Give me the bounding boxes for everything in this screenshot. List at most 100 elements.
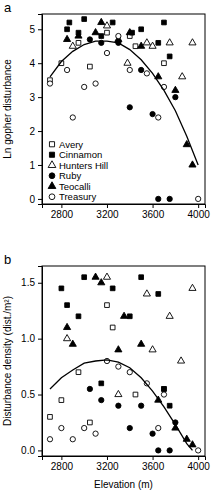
- x-tick: 4000: [188, 204, 211, 220]
- point: [69, 42, 76, 48]
- point: [189, 161, 196, 167]
- point: [167, 403, 172, 408]
- point: [127, 425, 132, 430]
- point: [47, 437, 52, 442]
- point: [149, 42, 156, 48]
- x-tick-label: 2800: [51, 209, 74, 220]
- point: [150, 431, 155, 436]
- figure: 2800320036004000012345aLn gopher disturb…: [0, 0, 211, 500]
- y-tick-label: 0.5: [21, 389, 35, 400]
- point: [70, 115, 75, 120]
- point: [139, 403, 144, 408]
- point: [110, 20, 115, 25]
- y-tick-label: 0: [29, 194, 35, 205]
- point: [59, 425, 64, 430]
- point: [138, 42, 145, 48]
- y-tick-mark: [38, 450, 42, 451]
- plot-area: [47, 17, 200, 202]
- point: [121, 312, 128, 318]
- point: [196, 196, 201, 201]
- x-tick-label: 3200: [96, 209, 119, 220]
- y-axis-title: Ln gopher disturbance: [2, 59, 13, 159]
- y-tick: 1: [29, 160, 42, 171]
- y-axis: 0.0 0.5 1.0 1.5: [21, 267, 42, 457]
- point: [64, 335, 71, 341]
- point: [104, 358, 109, 363]
- point: [116, 403, 121, 408]
- point: [189, 441, 196, 447]
- x-axis-line: [43, 457, 206, 461]
- y-tick-mark: [38, 131, 42, 132]
- x-tick-mark: [61, 204, 62, 208]
- legend-symbol: [48, 182, 56, 189]
- fit-line: [50, 360, 192, 451]
- point: [67, 20, 72, 25]
- point: [65, 303, 70, 308]
- point: [110, 286, 115, 291]
- point: [87, 37, 92, 42]
- y-tick-mark: [38, 199, 42, 200]
- point: [105, 303, 110, 308]
- point: [98, 279, 105, 285]
- point: [127, 314, 132, 319]
- point: [70, 437, 75, 442]
- point: [115, 346, 122, 352]
- point: [124, 59, 131, 65]
- point: [115, 390, 122, 396]
- x-tick: 3600: [142, 456, 165, 472]
- point: [47, 81, 52, 86]
- point: [116, 33, 121, 38]
- point: [162, 387, 167, 392]
- point: [162, 387, 167, 392]
- point: [189, 284, 196, 290]
- y-tick-label: 3: [29, 92, 35, 103]
- x-axis-line: [43, 205, 206, 209]
- point: [82, 17, 87, 22]
- point: [99, 34, 104, 39]
- point: [103, 273, 110, 279]
- point: [110, 325, 115, 330]
- point: [179, 73, 186, 79]
- point: [105, 30, 110, 35]
- point: [162, 20, 167, 25]
- legend-label: Cinnamon: [59, 149, 102, 160]
- point: [161, 392, 166, 397]
- point: [156, 40, 161, 45]
- y-tick-label: 2: [29, 126, 35, 137]
- legend-symbol: [49, 173, 55, 179]
- point: [156, 448, 161, 453]
- point: [172, 86, 179, 92]
- point: [76, 314, 81, 319]
- legend-symbol: [49, 194, 55, 200]
- panel: 28003200360040000.00.51.01.5bDisturbance…: [2, 252, 210, 490]
- y-tick: 3: [29, 92, 42, 103]
- y-tick: 1.5: [21, 277, 42, 288]
- point: [65, 27, 70, 32]
- point: [76, 40, 81, 45]
- y-tick: 1.0: [21, 333, 42, 344]
- y-tick: 5: [29, 24, 42, 35]
- legend-label: Teocalli: [59, 181, 91, 192]
- point: [149, 346, 156, 352]
- point: [82, 275, 87, 280]
- point: [156, 425, 161, 430]
- point: [88, 420, 93, 425]
- y-tick: 0: [29, 194, 42, 205]
- point: [167, 448, 172, 453]
- point: [156, 196, 161, 201]
- x-tick: 2800: [51, 204, 74, 220]
- x-tick-mark: [198, 456, 199, 460]
- y-tick: 0.0: [21, 445, 42, 456]
- legend-label: Ruby: [59, 170, 81, 181]
- point: [87, 386, 92, 391]
- x-tick: 3200: [96, 456, 119, 472]
- point: [59, 286, 64, 291]
- x-tick-mark: [107, 204, 108, 208]
- plot-area: [47, 273, 200, 453]
- x-axis: 2800320036004000: [43, 204, 211, 220]
- point: [59, 398, 64, 403]
- x-tick-mark: [198, 204, 199, 208]
- y-axis-title: Disturbance density (dist./m²): [2, 296, 13, 426]
- y-tick-mark: [38, 339, 42, 340]
- point: [127, 67, 132, 72]
